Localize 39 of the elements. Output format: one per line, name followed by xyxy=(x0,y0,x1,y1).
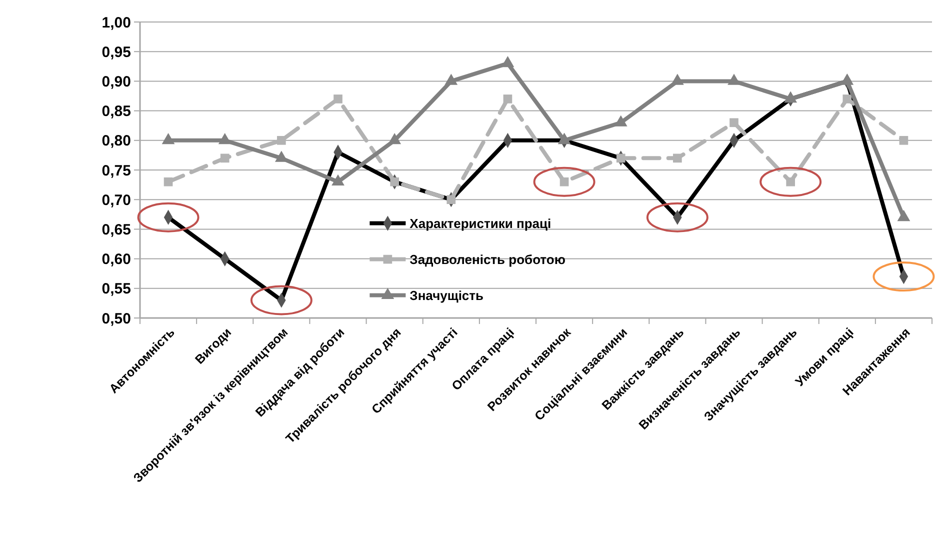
point xyxy=(784,92,798,103)
y-tick-label: 0,55 xyxy=(102,280,131,298)
point xyxy=(614,115,628,126)
legend-label: Задоволеність роботою xyxy=(410,252,566,267)
y-tick-label: 0,65 xyxy=(102,221,131,238)
point xyxy=(558,132,571,144)
point xyxy=(899,136,908,145)
y-tick-label: 0,75 xyxy=(102,162,131,180)
point xyxy=(842,94,852,104)
legend-label: Значущість xyxy=(410,288,484,303)
y-tick-label: 0,70 xyxy=(102,192,131,209)
y-tick-label: 0,90 xyxy=(102,73,131,90)
point xyxy=(218,132,232,144)
point xyxy=(673,154,682,163)
point xyxy=(730,118,738,128)
point xyxy=(501,56,514,68)
point xyxy=(840,74,854,85)
legend-label: Характеристики праці xyxy=(410,216,552,231)
point xyxy=(786,177,795,186)
point xyxy=(446,195,456,204)
point xyxy=(444,74,458,85)
point xyxy=(162,132,175,144)
y-tick-label: 0,50 xyxy=(102,310,131,328)
point xyxy=(334,94,342,104)
point xyxy=(560,177,569,186)
point xyxy=(728,74,740,85)
point xyxy=(503,94,512,104)
y-tick-label: 1,00 xyxy=(102,14,131,32)
y-tick-label: 0,60 xyxy=(102,251,131,268)
y-tick-label: 0,85 xyxy=(102,103,131,120)
point xyxy=(164,177,173,186)
point xyxy=(388,132,402,144)
point xyxy=(220,154,230,163)
point xyxy=(277,136,286,145)
point xyxy=(670,74,684,85)
point xyxy=(390,177,399,186)
y-tick-label: 0,80 xyxy=(102,132,131,150)
y-tick-label: 0,95 xyxy=(102,44,131,61)
point xyxy=(616,154,626,163)
